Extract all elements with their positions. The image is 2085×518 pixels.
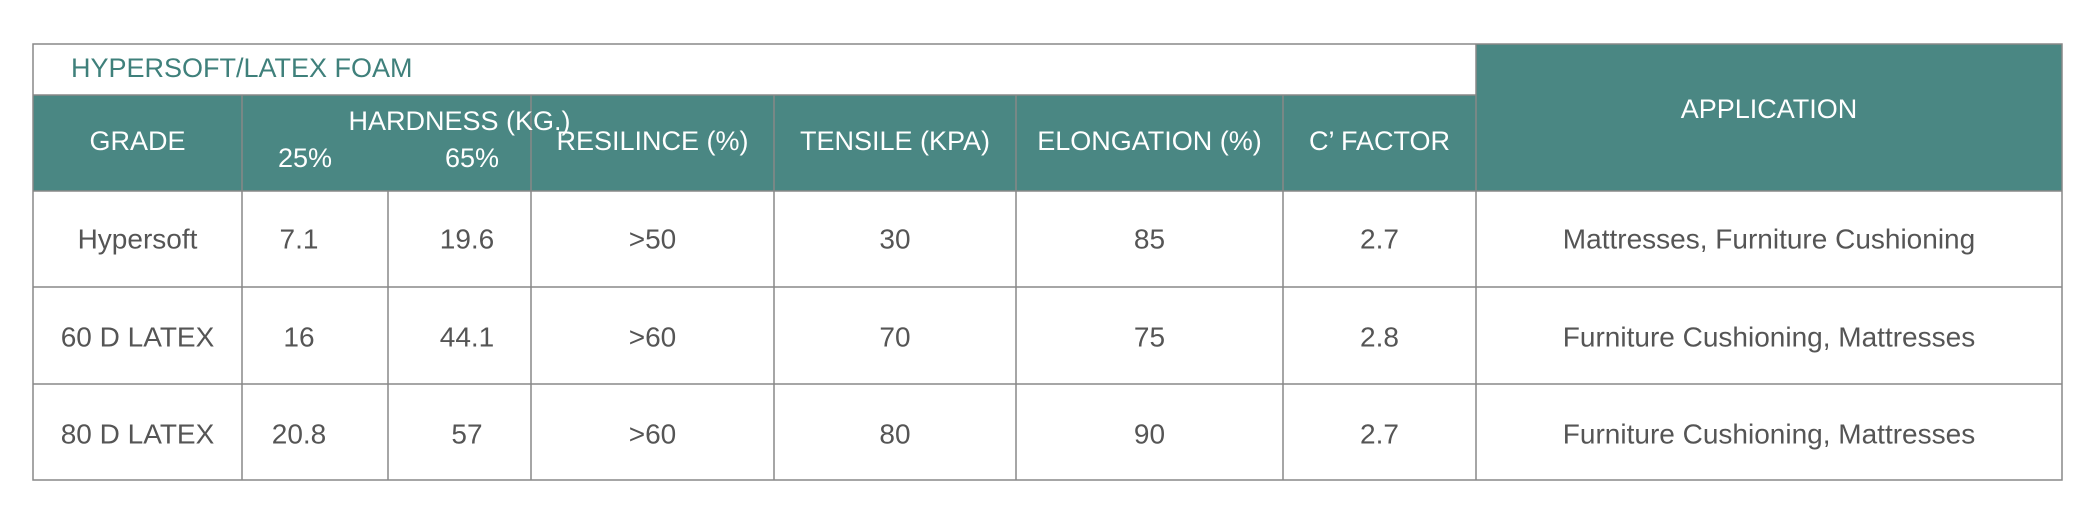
- column-header: RESILINCE (%): [556, 126, 748, 156]
- application-header-bg: [1476, 44, 2062, 191]
- header-bg: [33, 95, 1476, 191]
- table-border: [32, 43, 2063, 481]
- column-header: TENSILE (KPA): [800, 126, 990, 156]
- column-header: ELONGATION (%): [1037, 126, 1262, 156]
- table-cell: 57: [451, 418, 482, 449]
- table-cell: 44.1: [440, 321, 495, 352]
- table-cell: 60 D LATEX: [61, 321, 215, 352]
- column-header: HARDNESS (KG.): [348, 106, 570, 136]
- table-cell: Mattresses, Furniture Cushioning: [1563, 223, 1975, 254]
- column-header: C’ FACTOR: [1309, 126, 1450, 156]
- table-cell: Furniture Cushioning, Mattresses: [1563, 418, 1975, 449]
- column-header: GRADE: [89, 126, 185, 156]
- table-cell: Hypersoft: [78, 223, 198, 254]
- table-cell: Furniture Cushioning, Mattresses: [1563, 321, 1975, 352]
- table-cell: 20.8: [272, 418, 327, 449]
- table-cell: >60: [629, 321, 677, 352]
- table-cell: 70: [879, 321, 910, 352]
- table-cell: 80: [879, 418, 910, 449]
- table-cell: >60: [629, 418, 677, 449]
- grid: [32, 43, 2063, 481]
- table-title: HYPERSOFT/LATEX FOAM: [71, 53, 413, 83]
- table-cell: 2.7: [1360, 418, 1399, 449]
- sub-header: 65%: [445, 143, 499, 173]
- table-cell: 75: [1134, 321, 1165, 352]
- table-cell: >50: [629, 223, 677, 254]
- table-cell: 30: [879, 223, 910, 254]
- table-cell: 90: [1134, 418, 1165, 449]
- table-cell: 19.6: [440, 223, 495, 254]
- sub-header: 25%: [278, 143, 332, 173]
- table-cell: 80 D LATEX: [61, 418, 215, 449]
- table-cell: 7.1: [280, 223, 319, 254]
- table-cell: 85: [1134, 223, 1165, 254]
- table-cell: 2.7: [1360, 223, 1399, 254]
- table-cell: 2.8: [1360, 321, 1399, 352]
- column-header: APPLICATION: [1681, 94, 1858, 124]
- table-cell: 16: [283, 321, 314, 352]
